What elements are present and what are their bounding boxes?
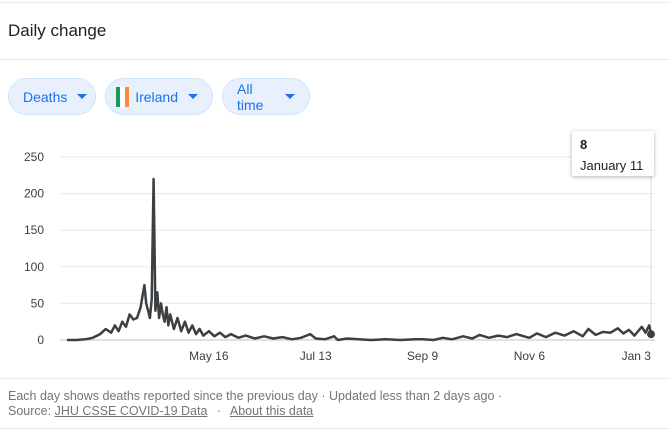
footer-note: Each day shows deaths reported since the… — [8, 389, 503, 403]
tooltip-value: 8 — [580, 137, 588, 152]
chevron-down-icon — [77, 94, 88, 99]
daily-change-chart[interactable]: 0 50 100 150 200 250 May 16 Jul 13 Sep 9 Nov 6 Jan… — [0, 128, 670, 378]
header-divider — [0, 59, 670, 60]
about-data-link[interactable]: About this data — [229, 404, 314, 418]
footer-divider — [0, 378, 670, 379]
y-tick-label: 100 — [24, 260, 44, 274]
source-label: Source: — [8, 404, 52, 418]
x-tick-label: Nov 6 — [514, 349, 546, 363]
top-border — [0, 2, 670, 3]
country-dropdown[interactable]: Ireland — [105, 78, 213, 115]
x-tick-label: May 16 — [189, 349, 229, 363]
y-tick-label: 50 — [31, 296, 45, 310]
highlighted-point[interactable] — [647, 330, 655, 339]
page-title: Daily change — [8, 21, 107, 40]
chart-tooltip: 8 January 11 — [572, 131, 654, 176]
footer-separator: · — [216, 404, 222, 418]
y-tick-label: 0 — [37, 333, 44, 347]
y-tick-label: 150 — [24, 223, 44, 237]
bottom-border — [0, 428, 670, 429]
ireland-flag-icon — [116, 86, 130, 107]
country-dropdown-label: Ireland — [135, 88, 178, 105]
source-link[interactable]: JHU CSSE COVID-19 Data — [54, 404, 208, 418]
chevron-down-icon — [285, 94, 295, 99]
y-tick-label: 200 — [24, 187, 44, 201]
range-dropdown[interactable]: All time — [222, 78, 310, 115]
x-tick-label: Jul 13 — [300, 349, 332, 363]
footer-source: Source: JHU CSSE COVID-19 Data · About t… — [8, 404, 313, 418]
metric-dropdown[interactable]: Deaths — [8, 78, 96, 115]
series-line — [67, 177, 653, 342]
range-dropdown-label: All time — [237, 80, 264, 113]
metric-dropdown-label: Deaths — [23, 88, 68, 105]
chevron-down-icon — [188, 94, 198, 99]
y-tick-label: 250 — [24, 150, 44, 164]
x-tick-label: Sep 9 — [407, 349, 439, 363]
tooltip-date: January 11 — [580, 158, 644, 173]
x-tick-label: Jan 3 — [622, 349, 652, 363]
